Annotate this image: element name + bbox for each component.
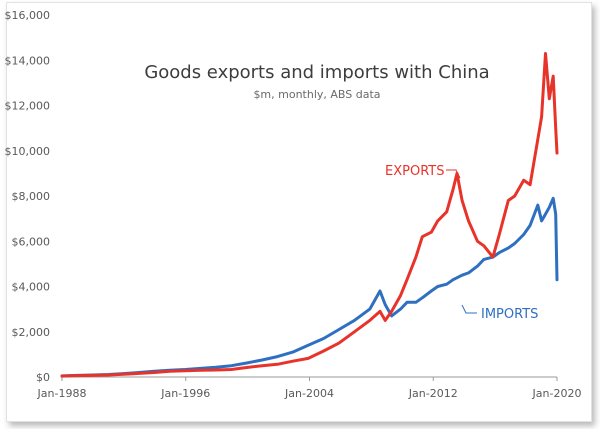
y-axis: $0 $2,000 $4,000 $6,000 $8,000 $10,000 $12,000… xyxy=(5,9,51,384)
chart-subtitle: $m, monthly, ABS data xyxy=(253,88,380,101)
series-labels: EXPORTS IMPORTS xyxy=(385,164,538,322)
exports-series-label: EXPORTS xyxy=(385,164,444,179)
plot-area xyxy=(60,52,559,378)
y-tick-label: $6,000 xyxy=(12,235,51,248)
x-tick-label: Jan-2004 xyxy=(284,387,334,400)
y-tick-label: $0 xyxy=(36,371,50,384)
y-tick-label: $12,000 xyxy=(5,100,51,113)
x-tick-label: Jan-2012 xyxy=(408,387,458,400)
x-tick-label: Jan-2020 xyxy=(532,387,582,400)
y-tick-label: $4,000 xyxy=(12,281,51,294)
x-axis: Jan-1988 Jan-1996 Jan-2004 Jan-2012 Jan-2020 xyxy=(37,376,582,400)
imports-label-leader xyxy=(461,304,477,314)
chart-title: Goods exports and imports with China xyxy=(144,62,489,83)
y-tick-label: $10,000 xyxy=(5,145,51,158)
exports-series-line xyxy=(60,52,559,378)
imports-series-line xyxy=(60,196,559,378)
y-tick-label: $14,000 xyxy=(5,54,51,67)
y-tick-label: $16,000 xyxy=(5,9,51,22)
x-tick-label: Jan-1988 xyxy=(37,387,87,400)
imports-series-label: IMPORTS xyxy=(481,307,538,322)
exports-label-leader xyxy=(446,169,461,179)
x-tick-label: Jan-1996 xyxy=(160,387,210,400)
y-tick-label: $8,000 xyxy=(12,190,51,203)
y-tick-label: $2,000 xyxy=(12,326,51,339)
chart-frame xyxy=(6,2,592,422)
